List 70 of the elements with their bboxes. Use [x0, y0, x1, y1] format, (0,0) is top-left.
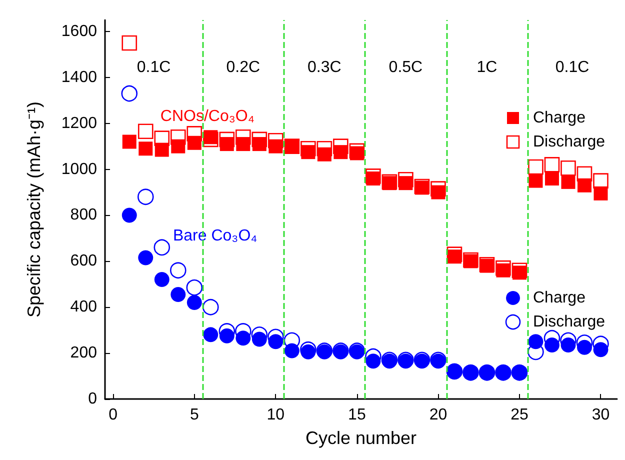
point	[593, 173, 608, 188]
y-tick-label: 1600	[61, 22, 98, 40]
point	[170, 262, 186, 279]
y-axis-title: Specific capacity (mAh·g⁻¹)	[24, 101, 44, 318]
point	[544, 171, 559, 186]
x-tick-label: 15	[348, 406, 366, 424]
annotation: Bare Co₃O₄	[172, 228, 258, 245]
legend-label: Charge	[533, 290, 586, 306]
point	[138, 124, 154, 140]
point	[560, 160, 576, 176]
point	[268, 132, 284, 148]
point	[316, 140, 332, 156]
point	[430, 181, 446, 196]
annotation: 1C	[476, 58, 498, 76]
point	[170, 286, 186, 302]
y-tick-label: 1000	[61, 160, 98, 178]
legend-label: Charge	[533, 110, 586, 126]
x-tick-label: 20	[429, 406, 448, 424]
point	[252, 132, 268, 148]
point	[528, 174, 543, 188]
point	[300, 140, 316, 156]
y-tick-label: 1400	[61, 68, 98, 86]
point	[219, 132, 235, 148]
point	[496, 260, 511, 276]
point	[138, 142, 153, 156]
point	[121, 85, 138, 102]
y-tick-label: 400	[70, 298, 98, 316]
point	[446, 246, 462, 262]
point	[186, 295, 202, 310]
point	[398, 172, 414, 188]
point	[236, 129, 251, 145]
annotation: CNOs/Co₃O₄	[160, 108, 254, 126]
annotation: 0.2C	[226, 58, 260, 76]
annotation: 0.5C	[388, 58, 423, 76]
point	[203, 327, 218, 342]
x-axis-title: Cycle number	[305, 428, 417, 448]
point	[333, 138, 348, 154]
x-tick-label: 0	[108, 406, 118, 424]
y-tick-label: 600	[70, 252, 98, 270]
point	[202, 298, 219, 316]
point	[154, 239, 170, 256]
legend-label: Discharge	[533, 314, 606, 330]
point	[561, 174, 576, 189]
point	[349, 143, 365, 159]
point	[576, 166, 592, 182]
point	[122, 208, 137, 223]
point	[528, 159, 544, 175]
point	[544, 157, 560, 172]
x-tick-label: 25	[510, 406, 528, 424]
point	[186, 126, 202, 142]
point	[512, 262, 528, 278]
point	[138, 188, 154, 206]
point	[154, 130, 170, 146]
x-tick-label: 10	[266, 406, 285, 424]
annotation: 0.1C	[555, 58, 590, 76]
legend-label: Discharge	[533, 134, 606, 150]
annotation: 0.3C	[308, 58, 342, 76]
point	[203, 132, 218, 148]
annotation: 0.1C	[136, 58, 171, 76]
y-tick-label: 0	[88, 390, 98, 408]
point	[154, 272, 170, 288]
y-tick-label: 200	[70, 344, 98, 362]
point	[122, 134, 136, 149]
x-tick-label: 5	[190, 406, 199, 424]
x-tick-label: 30	[592, 406, 610, 424]
point	[122, 35, 138, 51]
point	[138, 250, 154, 266]
y-tick-label: 800	[70, 206, 98, 224]
point	[186, 279, 203, 296]
y-tick-label: 1200	[61, 114, 98, 132]
